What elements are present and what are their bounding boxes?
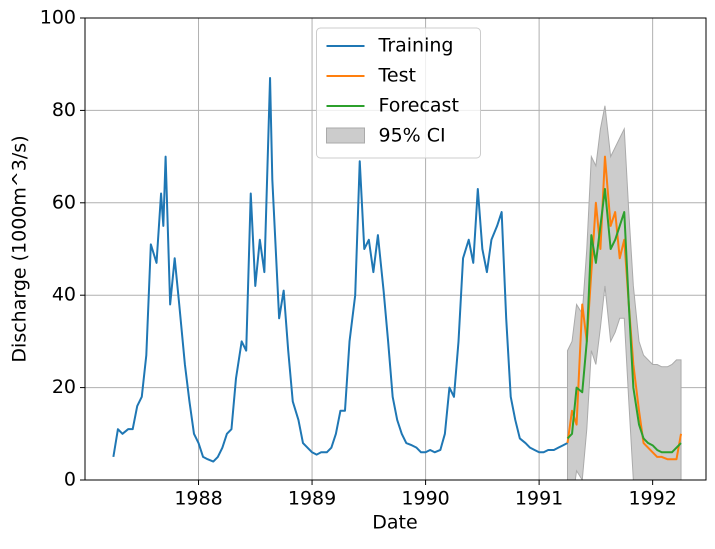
x-tick-label: 1991 [515, 488, 563, 510]
legend-label: Forecast [379, 95, 459, 117]
y-tick-label: 60 [52, 191, 76, 213]
legend-label: Training [378, 35, 454, 57]
x-tick-label: 1989 [288, 488, 336, 510]
x-tick-label: 1988 [174, 488, 222, 510]
y-tick-label: 80 [52, 99, 76, 121]
legend-label: 95% CI [379, 125, 446, 147]
plot-area [112, 77, 683, 480]
series-line [566, 187, 682, 454]
y-tick-label: 0 [64, 469, 76, 491]
series-line [112, 77, 568, 463]
x-tick-label: 1992 [628, 488, 676, 510]
y-tick-label: 100 [40, 7, 76, 29]
y-tick-label: 40 [52, 284, 76, 306]
x-tick-label: 1990 [401, 488, 449, 510]
legend-label: Test [378, 65, 416, 87]
legend-swatch [326, 127, 365, 144]
y-axis-label: Discharge (1000m^3/s) [9, 135, 31, 362]
ticks: 0 20 40 60 80 100 1988 1989 1990 1991 1992 [40, 7, 677, 510]
confidence-band [566, 105, 682, 480]
legend-box [316, 27, 481, 159]
legend: Training Test Forecast 95% CI [316, 27, 481, 159]
y-tick-label: 20 [52, 376, 76, 398]
x-axis-label: Date [372, 512, 417, 534]
axes-frame [84, 17, 707, 481]
